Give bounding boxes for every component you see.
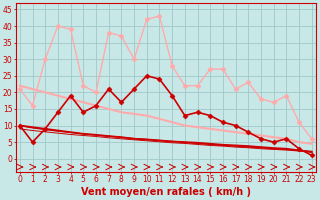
X-axis label: Vent moyen/en rafales ( km/h ): Vent moyen/en rafales ( km/h ) [81, 187, 251, 197]
